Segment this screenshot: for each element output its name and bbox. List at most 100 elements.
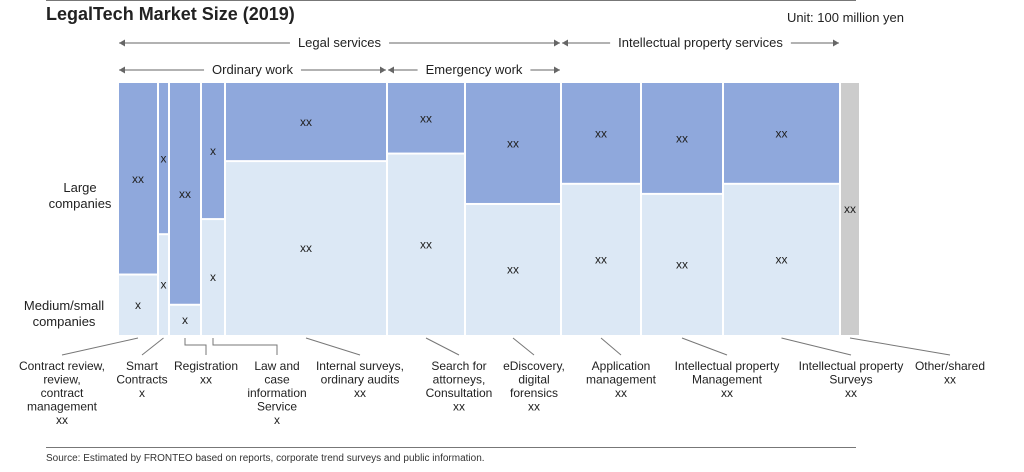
category-label: Smart: [126, 359, 159, 373]
label-large: xx: [676, 131, 688, 145]
category-label: xx: [354, 386, 366, 400]
category-label: xx: [721, 386, 733, 400]
bar-medium: [119, 275, 157, 335]
group-l1-arrowhead-right: [833, 39, 839, 47]
bar-medium: [159, 235, 168, 335]
category-label: Intellectual property: [675, 359, 780, 373]
category-label: Application: [592, 359, 651, 373]
category-label: Contract review,: [19, 359, 105, 373]
bar-large: [119, 83, 157, 274]
label-medium: x: [182, 313, 188, 327]
label-medium: xx: [300, 241, 312, 255]
category-label: management: [27, 400, 98, 414]
category-label: x: [274, 413, 280, 427]
group-l1-arrowhead-left: [562, 39, 568, 47]
category-label: Management: [692, 373, 763, 387]
label-large: x: [210, 144, 216, 158]
leader-line: [61, 337, 139, 356]
group-l1-arrowhead-right: [554, 39, 560, 47]
label-large: xx: [420, 111, 432, 125]
category-label: xx: [615, 386, 627, 400]
group-l2-arrowhead-left: [119, 66, 125, 74]
bar-large: [724, 83, 839, 183]
bar-large: [202, 83, 224, 219]
category-label: information: [247, 386, 306, 400]
category-label: ordinary audits: [321, 373, 400, 387]
bar-large: [388, 83, 464, 153]
bar-large: [642, 83, 722, 193]
category-label: xx: [944, 373, 956, 387]
top-rule: [46, 0, 856, 1]
bar-medium: [642, 194, 722, 335]
bar-large: [466, 83, 560, 203]
category-label: xx: [528, 400, 540, 414]
bar-medium: [562, 184, 640, 335]
group-l1-arrowhead-left: [119, 39, 125, 47]
label-medium: x: [161, 278, 167, 292]
category-label: Contracts: [116, 373, 167, 387]
category-label: Search for: [431, 359, 486, 373]
category-label: review,: [43, 373, 80, 387]
label-large: x: [161, 152, 167, 166]
leader-line: [305, 337, 361, 356]
label-large: xx: [300, 115, 312, 129]
category-label: xx: [56, 413, 68, 427]
y-label-medium: Medium/small: [24, 298, 104, 313]
leader-line: [141, 337, 164, 356]
bar-large: [226, 83, 386, 161]
category-label: xx: [845, 386, 857, 400]
unit-label: Unit: 100 million yen: [786, 10, 904, 25]
label-medium: xx: [676, 257, 688, 271]
leader-line: [212, 338, 278, 355]
source-note: Source: Estimated by FRONTEO based on re…: [46, 453, 485, 464]
group-l2-arrowhead-right: [380, 66, 386, 74]
y-label-large: Large: [63, 180, 96, 195]
category-label: forensics: [510, 386, 558, 400]
bottom-rule: [46, 447, 856, 448]
label-medium: xx: [507, 262, 519, 276]
category-label: x: [139, 386, 145, 400]
category-label: contract: [41, 386, 84, 400]
leader-line: [849, 337, 951, 356]
bar-large: [562, 83, 640, 183]
group-l1-label: Intellectual property services: [618, 35, 783, 50]
category-label: Law and: [254, 359, 299, 373]
bar-large: [159, 83, 168, 234]
category-label: Surveys: [829, 373, 872, 387]
label-medium: xx: [420, 237, 432, 251]
label-medium: x: [210, 270, 216, 284]
label-medium: xx: [595, 252, 607, 266]
bar-medium: [202, 220, 224, 335]
category-label: xx: [453, 400, 465, 414]
leader-line: [425, 337, 460, 356]
bar-medium: [170, 305, 200, 335]
category-label: attorneys,: [433, 373, 486, 387]
group-l2-arrowhead-left: [388, 66, 394, 74]
y-label-medium: companies: [33, 314, 96, 329]
label-medium: x: [135, 298, 141, 312]
category-label: Service: [257, 400, 297, 414]
group-l1-label: Legal services: [298, 35, 382, 50]
category-label: Intellectual property: [799, 359, 904, 373]
label-medium: xx: [776, 252, 788, 266]
label-large: xx: [132, 172, 144, 186]
category-label: digital: [518, 373, 549, 387]
group-l2-label: Ordinary work: [212, 62, 293, 77]
leader-line: [512, 337, 535, 356]
leader-line: [681, 337, 728, 356]
label-large: xx: [595, 126, 607, 140]
bar-large: [170, 83, 200, 304]
label-large: xx: [844, 202, 856, 216]
y-label-large: companies: [49, 196, 112, 211]
chart-title: LegalTech Market Size (2019): [46, 4, 295, 24]
label-large: xx: [507, 136, 519, 150]
group-l2-arrowhead-right: [554, 66, 560, 74]
label-large: xx: [776, 126, 788, 140]
leader-line: [184, 338, 207, 355]
bar-medium: [466, 204, 560, 335]
category-label: Other/shared: [915, 359, 985, 373]
leader-line: [600, 337, 622, 356]
category-label: eDiscovery,: [503, 359, 565, 373]
category-label: case: [264, 373, 290, 387]
